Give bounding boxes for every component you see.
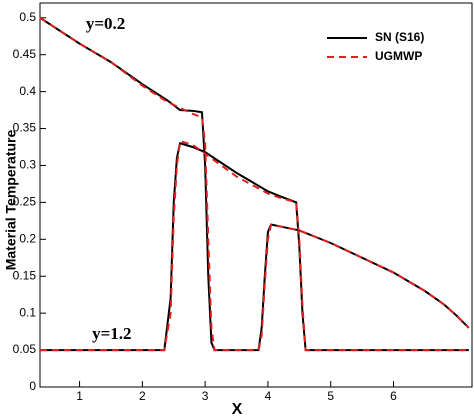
x-tick-label: 2 (139, 389, 146, 403)
x-tick-label: 1 (76, 389, 83, 403)
x-tick-label: 6 (390, 389, 397, 403)
line (40, 142, 469, 352)
legend-label: SN (S16) (375, 30, 424, 44)
y-tick-label: 0.15 (13, 268, 37, 282)
y-axis-label: Material Temperature (3, 130, 19, 271)
y-tick-label: 0.4 (19, 84, 36, 98)
annotation: y=0.2 (86, 14, 125, 33)
legend-label: UGMWP (375, 49, 422, 63)
y-tick-label: 0.3 (19, 158, 36, 172)
y-tick-label: 0.1 (19, 305, 36, 319)
plot-frame (39, 2, 473, 388)
y-tick-label: 0.25 (13, 195, 37, 209)
x-axis-label: X (232, 401, 243, 418)
y-tick-label: 0.35 (13, 121, 37, 135)
x-tick-label: 5 (327, 389, 334, 403)
y-tick-label: 0.2 (19, 231, 36, 245)
annotation: y=1.2 (92, 324, 131, 343)
line (40, 139, 469, 352)
y-tick-label: 0.45 (13, 47, 37, 61)
x-tick-label: 3 (202, 389, 209, 403)
y-tick-label: 0.05 (13, 342, 37, 356)
x-tick-label: 4 (265, 389, 272, 403)
line (39, 16, 470, 352)
y-tick-label: 0 (29, 379, 36, 393)
y-tick-label: 0.5 (19, 10, 36, 24)
